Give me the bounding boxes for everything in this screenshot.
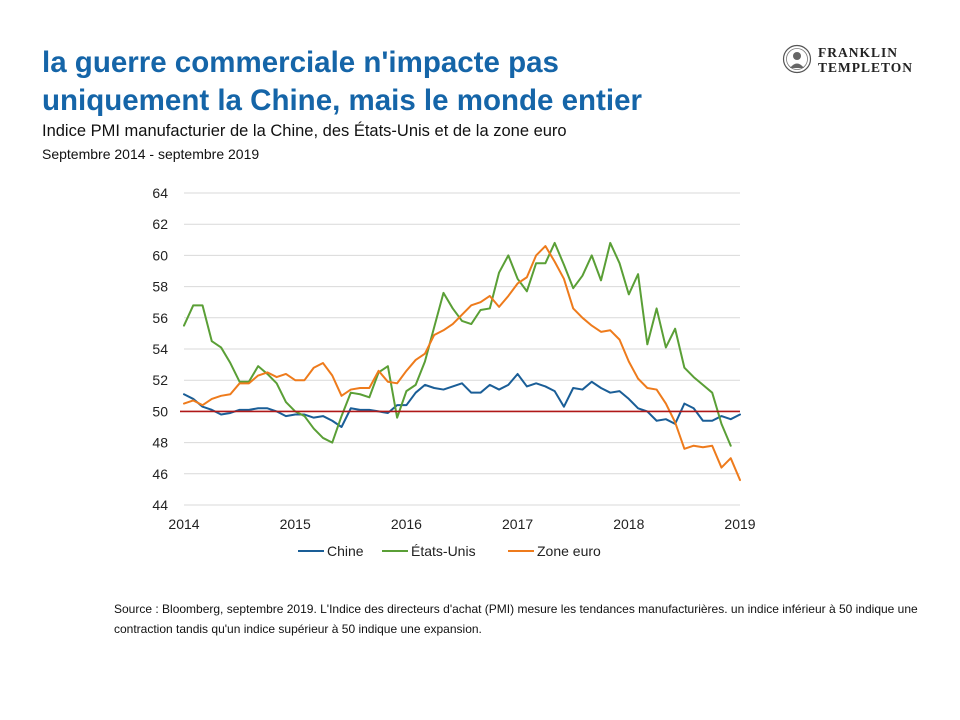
y-tick-label: 46 <box>152 466 168 482</box>
y-tick-label: 58 <box>152 279 168 295</box>
legend-item-etats-unis: États-Unis <box>382 543 476 559</box>
series-lines <box>183 241 741 482</box>
x-tick-label: 2015 <box>280 516 311 532</box>
logo-line-2: TEMPLETON <box>818 60 914 75</box>
y-tick-label: 56 <box>152 310 168 326</box>
x-tick-label: 2019 <box>724 516 755 532</box>
legend-swatch-chine <box>298 550 324 553</box>
legend-item-chine: Chine <box>298 543 364 559</box>
y-tick-label: 62 <box>152 216 168 232</box>
chart-subtitle: Indice PMI manufacturier de la Chine, de… <box>42 122 567 140</box>
y-tick-label: 54 <box>152 341 168 357</box>
page-title: la guerre commerciale n'impacte pas uniq… <box>42 46 642 117</box>
legend-label-etats-unis: États-Unis <box>411 543 476 559</box>
y-tick-label: 44 <box>152 497 168 513</box>
x-tick-label: 2017 <box>502 516 533 532</box>
seal-icon <box>782 44 812 74</box>
source-note: Source : Bloomberg, septembre 2019. L'In… <box>114 602 918 636</box>
y-axis-ticks: 44 46 48 50 52 54 56 58 60 62 64 <box>152 185 168 513</box>
x-tick-label: 2018 <box>613 516 644 532</box>
y-tick-label: 50 <box>152 403 168 419</box>
y-tick-label: 60 <box>152 247 168 263</box>
franklin-templeton-logo: FRANKLIN TEMPLETON <box>782 44 932 78</box>
y-tick-label: 64 <box>152 185 168 201</box>
legend-label-zone-euro: Zone euro <box>537 543 601 559</box>
y-tick-label: 52 <box>152 372 168 388</box>
legend-label-chine: Chine <box>327 543 364 559</box>
x-tick-label: 2014 <box>168 516 199 532</box>
grid-lines <box>184 192 740 506</box>
legend-swatch-zone-euro <box>508 550 534 553</box>
y-tick-label: 48 <box>152 435 168 451</box>
series-line-chine <box>183 372 741 428</box>
logo-text: FRANKLIN TEMPLETON <box>818 45 913 75</box>
legend-swatch-etats-unis <box>382 550 408 553</box>
logo-line-1: FRANKLIN <box>818 45 899 60</box>
x-axis-ticks: 2014 2015 2016 2017 2018 2019 <box>168 516 755 532</box>
legend-item-zone-euro: Zone euro <box>508 543 601 559</box>
x-tick-label: 2016 <box>391 516 422 532</box>
series-line-etats-unis <box>183 241 732 447</box>
date-range: Septembre 2014 - septembre 2019 <box>42 146 260 162</box>
series-line-zone-euro <box>183 245 741 482</box>
